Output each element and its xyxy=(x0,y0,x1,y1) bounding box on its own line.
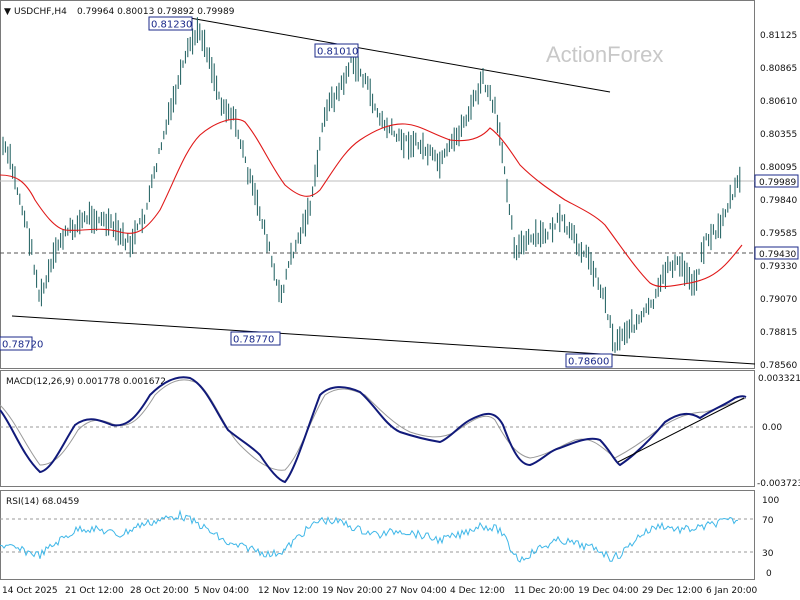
rsi-tick-100: 100 xyxy=(762,496,779,506)
time-tick-label: 6 Jan 20:00 xyxy=(706,586,758,596)
annotation-box-high2 xyxy=(314,43,359,58)
annotation-low2: 0.78770 xyxy=(233,335,274,346)
price-tick-label: 0.80355 xyxy=(760,130,797,140)
annotation-low1: 0.78720 xyxy=(2,340,43,351)
watermark: ActionForex xyxy=(546,42,663,67)
annotation-low3: 0.78600 xyxy=(568,357,609,368)
price-tick-label: 0.81125 xyxy=(760,31,797,41)
macd-tick-top: 0.003321 xyxy=(758,374,800,384)
reference-level-label: 0.79430 xyxy=(759,250,796,260)
rsi-tick-30: 30 xyxy=(762,549,774,559)
time-tick-label: 21 Oct 12:00 xyxy=(65,586,124,596)
price-tick-label: 0.80865 xyxy=(760,64,797,74)
macd-tick-zero: 0.00 xyxy=(762,423,782,433)
price-tick-label: 0.80095 xyxy=(760,163,797,173)
price-tick-label: 0.79585 xyxy=(760,229,797,239)
time-tick-label: 5 Nov 04:00 xyxy=(194,586,249,596)
macd-title: MACD(12,26,9) 0.001778 0.001672 xyxy=(6,377,166,387)
price-axis: 0.81125 0.80865 0.80610 0.80355 0.80095 … xyxy=(760,31,797,371)
annotation-box-low1 xyxy=(0,336,33,351)
rsi-tick-70: 70 xyxy=(762,516,774,526)
time-tick-label: 11 Dec 20:00 xyxy=(514,586,575,596)
price-tick-label: 0.80610 xyxy=(760,97,797,107)
reference-level-box xyxy=(754,246,799,260)
price-panel-frame xyxy=(0,0,755,369)
time-tick-label: 4 Dec 12:00 xyxy=(450,586,505,596)
annotation-high1: 0.81230 xyxy=(151,20,192,31)
upper-trendline xyxy=(189,17,611,93)
annotation-high2: 0.81010 xyxy=(317,47,358,58)
ohlc-values: 0.79964 0.80013 0.79892 0.79989 xyxy=(77,7,235,17)
rsi-title: RSI(14) 68.0459 xyxy=(6,497,79,507)
moving-average-line xyxy=(0,118,743,288)
symbol-timeframe: USDCHF,H4 xyxy=(14,7,67,17)
time-tick-label: 14 Oct 2025 xyxy=(2,586,58,596)
price-bars xyxy=(2,17,741,353)
current-price-box xyxy=(754,174,799,188)
price-tick-label: 0.78815 xyxy=(760,328,797,338)
symbol-dropdown-icon[interactable]: ▼ xyxy=(4,7,11,17)
time-tick-label: 19 Nov 20:00 xyxy=(322,586,383,596)
annotation-box-high1 xyxy=(148,16,193,31)
price-tick-label: 0.79070 xyxy=(760,295,797,305)
lower-trendline xyxy=(11,315,756,365)
annotation-box-low3 xyxy=(565,353,613,368)
rsi-line xyxy=(0,509,739,563)
time-tick-label: 28 Oct 20:00 xyxy=(130,586,189,596)
macd-main-line xyxy=(0,376,747,484)
macd-tick-bottom: -0.003723 xyxy=(757,479,800,489)
macd-trendline xyxy=(617,397,745,463)
time-tick-label: 27 Nov 04:00 xyxy=(386,586,447,596)
rsi-tick-0: 0 xyxy=(766,569,772,579)
price-tick-label: 0.79840 xyxy=(760,196,797,206)
time-tick-label: 19 Dec 04:00 xyxy=(578,586,639,596)
macd-panel-frame xyxy=(0,370,755,487)
rsi-panel-frame xyxy=(0,490,755,580)
price-tick-label: 0.78560 xyxy=(760,361,797,371)
current-price-label: 0.79989 xyxy=(759,178,796,188)
annotation-box-low2 xyxy=(230,331,281,346)
time-axis: 14 Oct 2025 21 Oct 12:00 28 Oct 20:00 5 … xyxy=(2,586,758,596)
time-tick-label: 12 Nov 12:00 xyxy=(258,586,319,596)
price-tick-label: 0.79330 xyxy=(760,262,797,272)
time-tick-label: 29 Dec 12:00 xyxy=(642,586,703,596)
